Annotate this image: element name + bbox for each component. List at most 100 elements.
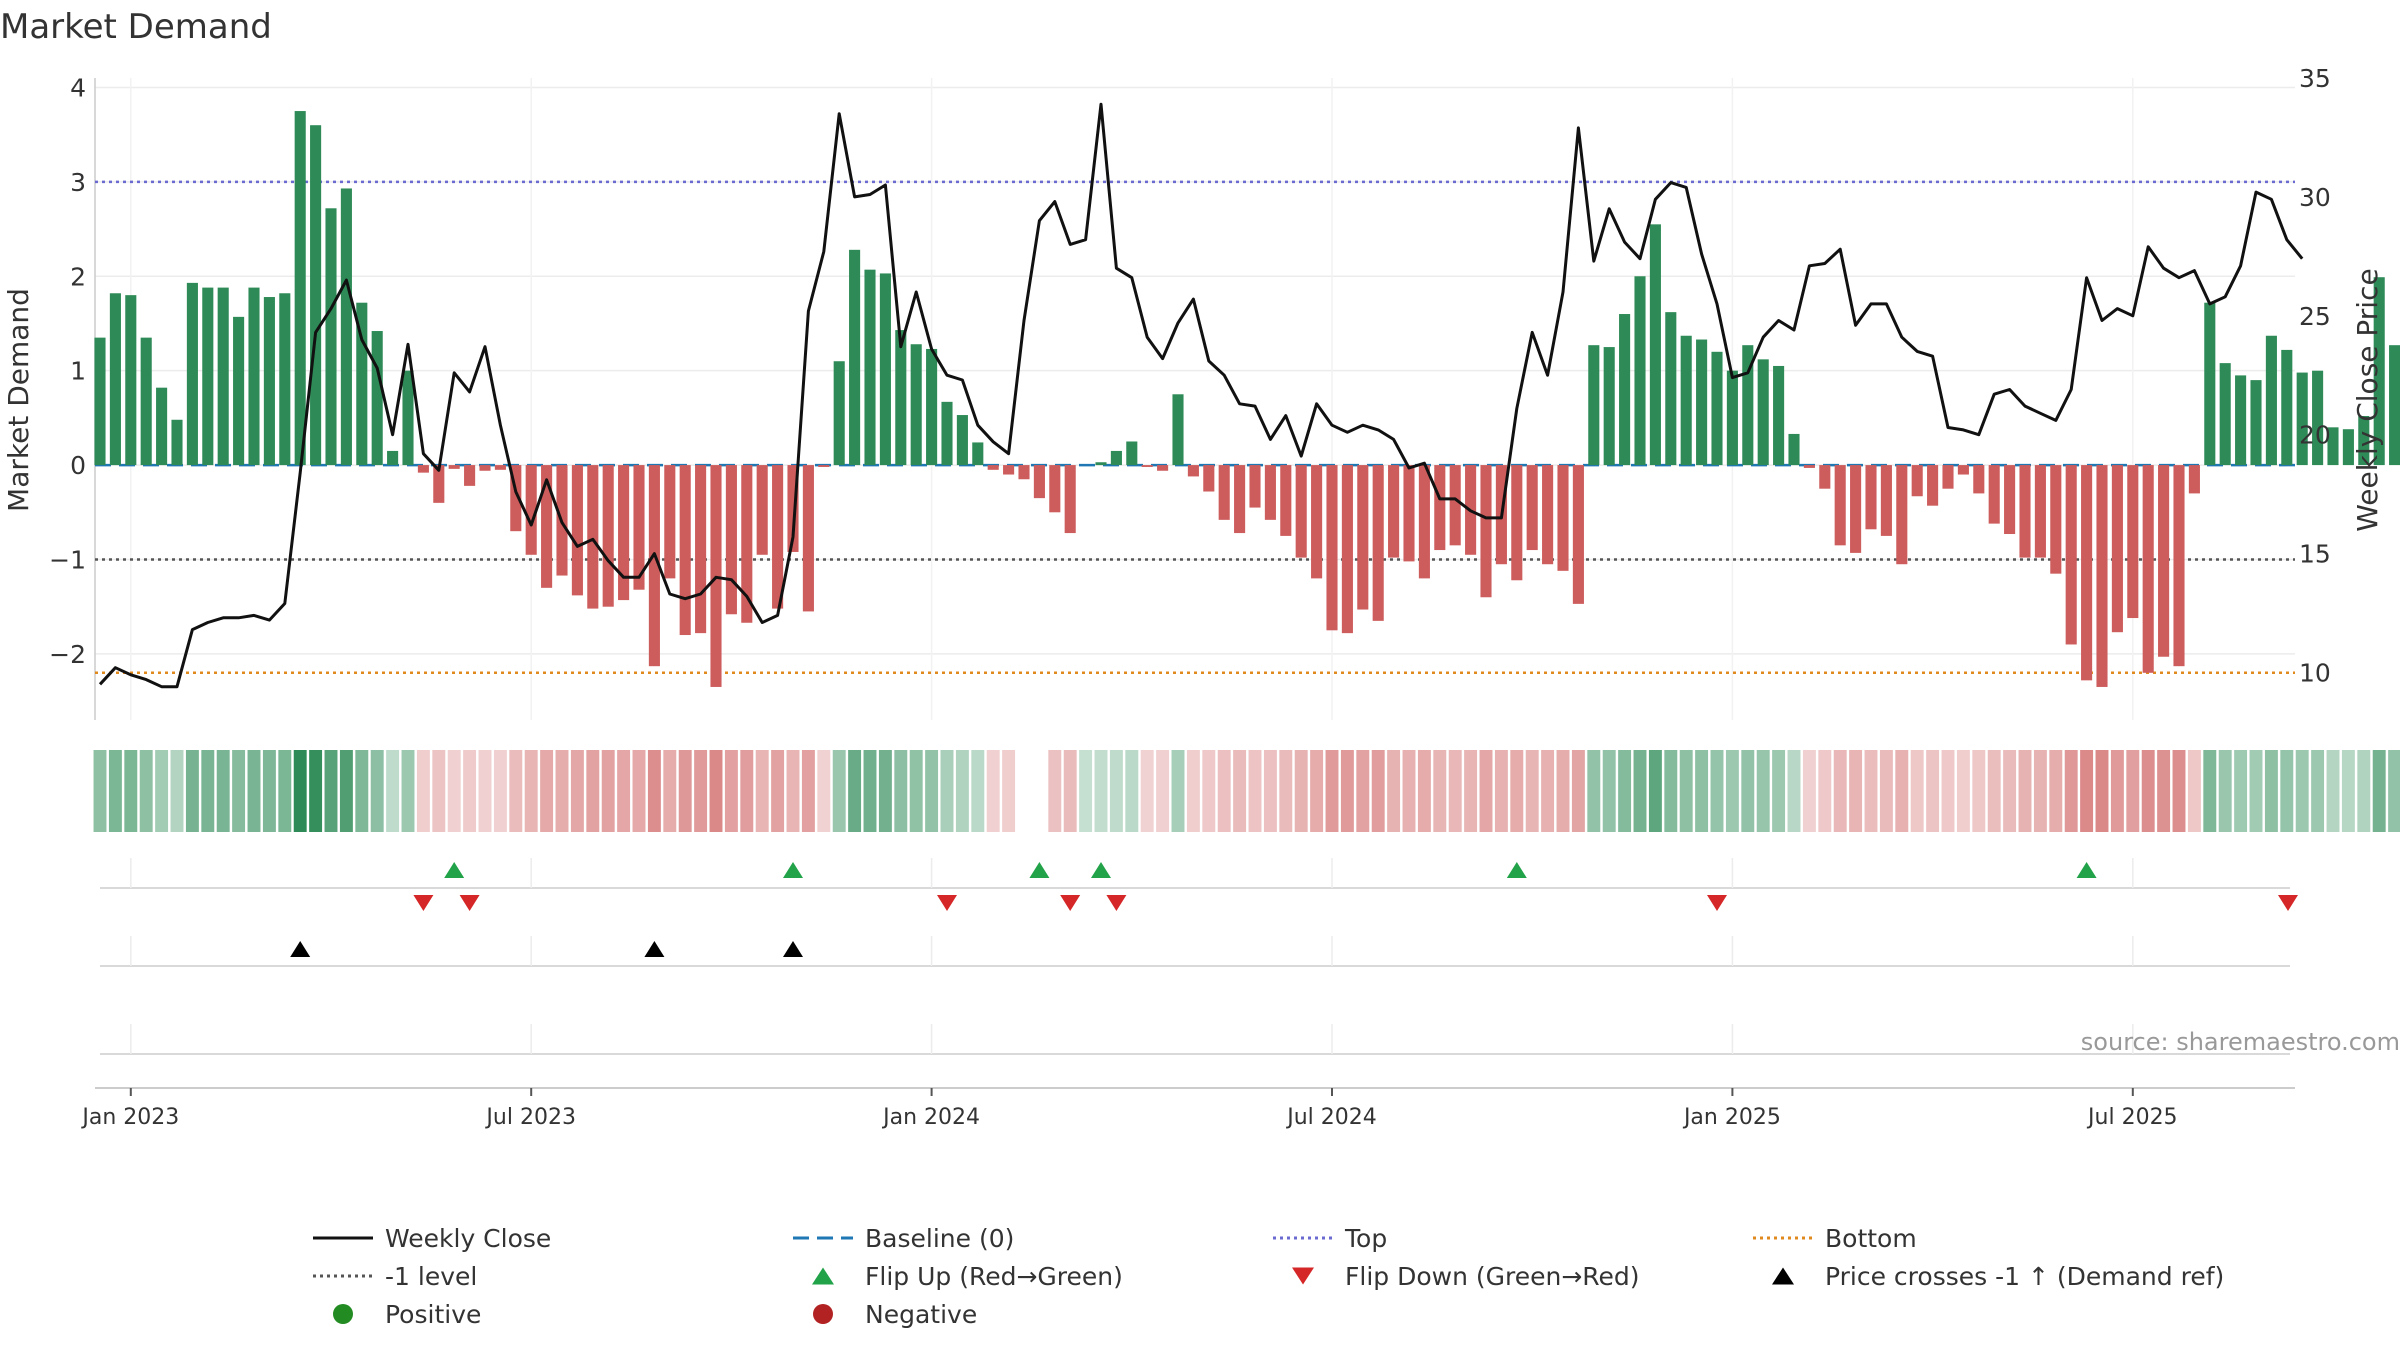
demand-bar-21 [417, 465, 429, 473]
demand-bar-72 [1203, 465, 1215, 492]
legend-label-positive: Positive [385, 1300, 481, 1329]
flip-down-marker-4 [1106, 895, 1127, 911]
demand-bar-92 [1511, 465, 1523, 581]
demand-bar-44 [772, 465, 784, 609]
demand-bar-125 [2019, 465, 2031, 558]
demand-bar-86 [1418, 465, 1430, 579]
strip-cell-97 [1587, 750, 1601, 832]
strip-cell-71 [1186, 750, 1200, 832]
strip-cell-127 [2049, 750, 2063, 832]
price-cross-marker-0 [290, 941, 311, 957]
strip-cell-65 [1094, 750, 1108, 832]
strip-cell-109 [1772, 750, 1786, 832]
demand-bar-132 [2127, 465, 2139, 619]
demand-bar-107 [1742, 345, 1754, 466]
strip-cell-90 [1479, 750, 1493, 832]
demand-bar-99 [1619, 314, 1631, 466]
strip-cell-0 [93, 750, 107, 832]
demand-bar-56 [956, 415, 968, 466]
demand-bar-74 [1234, 465, 1246, 534]
demand-bar-142 [2281, 349, 2293, 466]
strip-cell-25 [478, 750, 492, 832]
demand-bar-123 [1988, 465, 2000, 524]
demand-bar-14 [310, 125, 322, 466]
demand-bar-95 [1557, 465, 1569, 571]
demand-bar-3 [140, 337, 152, 466]
demand-bar-0 [94, 337, 106, 466]
demand-bar-54 [926, 348, 938, 466]
demand-bar-79 [1311, 465, 1323, 579]
demand-bar-62 [1049, 465, 1061, 513]
demand-bar-24 [464, 465, 476, 486]
left-axis-label: Market Demand [2, 288, 35, 512]
strip-cell-108 [1756, 750, 1770, 832]
legend-label-baseline: Baseline (0) [865, 1224, 1014, 1253]
demand-bar-34 [618, 465, 630, 601]
demand-bar-102 [1665, 312, 1677, 466]
weekly-close-line [98, 102, 2304, 689]
strip-cell-74 [1233, 750, 1247, 832]
demand-bars [94, 111, 2400, 687]
strip-cell-140 [2249, 750, 2263, 832]
strip-cell-69 [1156, 750, 1170, 832]
strip-cell-103 [1679, 750, 1693, 832]
demand-bar-109 [1773, 365, 1785, 466]
strip-cell-144 [2311, 750, 2325, 832]
strip-cell-105 [1710, 750, 1724, 832]
strip-cell-66 [1109, 750, 1123, 832]
strip-cell-24 [463, 750, 477, 832]
strip-cell-146 [2341, 750, 2355, 832]
flip-down-marker-3 [1060, 895, 1081, 911]
demand-bar-135 [2173, 465, 2185, 667]
strip-cell-94 [1541, 750, 1555, 832]
strip-cell-46 [801, 750, 815, 832]
demand-bar-57 [972, 442, 984, 466]
strip-cell-9 [232, 750, 246, 832]
strip-cell-136 [2187, 750, 2201, 832]
demand-bar-66 [1110, 450, 1122, 466]
strip-cell-43 [755, 750, 769, 832]
strip-cell-22 [432, 750, 446, 832]
legend-swatch-negative [813, 1304, 833, 1324]
strip-cell-131 [2110, 750, 2124, 832]
demand-bar-145 [2327, 427, 2339, 466]
right-tick-label-0: 10 [2299, 658, 2331, 687]
demand-bar-23 [448, 465, 460, 469]
strip-cell-142 [2280, 750, 2294, 832]
demand-bar-81 [1341, 465, 1353, 634]
legend-label-flip_up: Flip Up (Red→Green) [865, 1262, 1123, 1291]
demand-bar-20 [402, 370, 414, 466]
right-tick-label-3: 25 [2299, 302, 2331, 331]
strip-cell-130 [2095, 750, 2109, 832]
flip-up-marker-3 [1091, 862, 1111, 878]
strip-cell-135 [2172, 750, 2186, 832]
demand-bar-10 [248, 287, 260, 466]
strip-cell-116 [1879, 750, 1893, 832]
strip-cell-14 [309, 750, 323, 832]
strip-cell-13 [293, 750, 307, 832]
right-axis-ticks: 10 15 20 25 30 35 [2299, 64, 2331, 687]
strip-cell-91 [1494, 750, 1508, 832]
demand-bar-131 [2111, 465, 2123, 633]
right-axis-label: Weekly Close Price [2351, 268, 2384, 531]
demand-bar-112 [1819, 465, 1831, 489]
demand-bar-119 [1927, 465, 1939, 506]
strip-cell-98 [1602, 750, 1616, 832]
signal-panels [100, 858, 2298, 1055]
demand-bar-97 [1588, 345, 1600, 466]
demand-bar-38 [679, 465, 691, 636]
strip-cell-42 [740, 750, 754, 832]
x-tick-label-0: Jan 2023 [80, 1105, 179, 1130]
demand-heat-strip [93, 750, 2400, 832]
strip-cell-126 [2033, 750, 2047, 832]
demand-bar-35 [633, 465, 645, 590]
strip-cell-137 [2203, 750, 2217, 832]
demand-bar-2 [125, 295, 137, 466]
legend-label-weekly_close: Weekly Close [385, 1224, 551, 1253]
strip-cell-15 [324, 750, 338, 832]
demand-bar-127 [2050, 465, 2062, 574]
demand-bar-141 [2265, 335, 2277, 466]
strip-cell-31 [570, 750, 584, 832]
strip-cell-80 [1325, 750, 1339, 832]
